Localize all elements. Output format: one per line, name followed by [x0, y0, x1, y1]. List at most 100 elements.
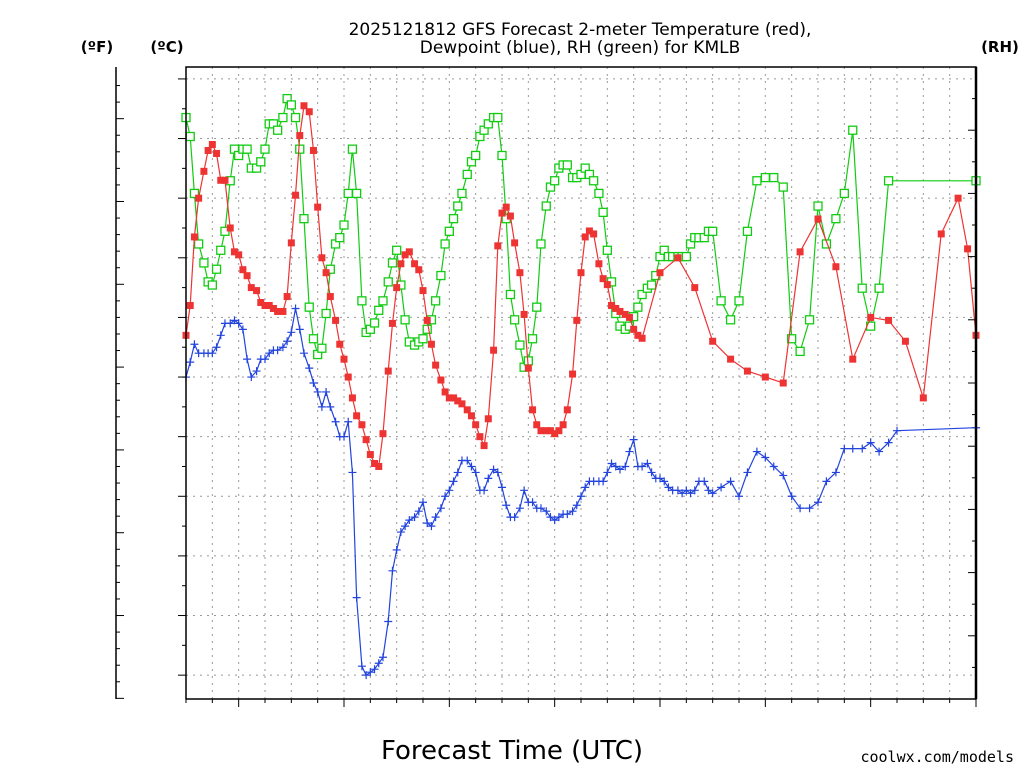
temperature-point — [340, 355, 348, 363]
dewpoint-series — [182, 304, 980, 680]
dewpoint-point — [638, 462, 647, 471]
relative-humidity-point — [637, 289, 647, 300]
temperature-point — [358, 421, 366, 429]
dewpoint-point — [822, 477, 831, 486]
relative-humidity-point — [351, 188, 362, 199]
relative-humidity-point — [509, 315, 520, 325]
relative-humidity-point — [278, 112, 288, 123]
relative-humidity-point — [831, 214, 841, 224]
temperature-point — [375, 462, 383, 470]
dewpoint-point — [366, 668, 375, 677]
dewpoint-point — [787, 492, 796, 501]
temperature-point — [520, 310, 528, 318]
temperature-point — [314, 203, 322, 211]
relative-humidity-point — [536, 239, 546, 249]
dewpoint-point — [238, 325, 247, 334]
dewpoint-point — [352, 593, 361, 602]
dewpoint-point — [550, 516, 559, 525]
relative-humidity-point — [769, 172, 779, 183]
dewpoint-point — [735, 492, 743, 501]
temperature-point — [217, 176, 225, 184]
temperature-point — [441, 388, 449, 396]
temperature-point — [186, 301, 194, 309]
temperature-point — [405, 248, 413, 256]
temperature-point — [415, 266, 423, 274]
temperature-point — [445, 394, 453, 402]
dewpoint-point — [493, 468, 502, 477]
temperature-point — [384, 367, 392, 375]
relative-humidity-point — [588, 176, 599, 186]
relative-humidity-point — [839, 188, 849, 199]
dewpoint-point — [629, 435, 638, 444]
temperature-point — [305, 108, 313, 116]
dewpoint-point — [528, 498, 537, 507]
temperature-point — [551, 430, 559, 438]
dewpoint-point — [704, 486, 713, 495]
relative-humidity-point — [207, 280, 217, 290]
relative-humidity-point — [778, 182, 788, 192]
temperature-point — [269, 304, 277, 312]
dewpoint-point — [875, 447, 884, 456]
dewpoint-point — [463, 456, 472, 465]
dewpoint-point — [554, 513, 563, 522]
temperature-point — [559, 421, 567, 429]
temperature-point — [463, 406, 471, 414]
dewpoint-point — [769, 462, 778, 471]
relative-humidity-point — [383, 277, 393, 287]
gridlines — [185, 67, 977, 699]
relative-humidity-point — [290, 112, 301, 123]
dewpoint-point — [611, 462, 620, 471]
dewpoint-point — [546, 513, 555, 522]
dewpoint-point — [357, 662, 366, 671]
relative-humidity-point — [185, 131, 195, 142]
dewpoint-point — [247, 373, 256, 382]
temperature-point — [796, 248, 804, 256]
temperature-point — [458, 400, 466, 408]
temperature-point — [954, 194, 962, 202]
relative-humidity-point — [304, 302, 314, 312]
relative-humidity-point — [497, 150, 507, 161]
series-layer — [181, 93, 981, 680]
temperature-point — [498, 209, 506, 217]
temperature-point — [279, 307, 287, 315]
dewpoint-point — [401, 522, 410, 531]
dewpoint-point — [405, 516, 414, 525]
temperature-point — [638, 334, 646, 342]
dewpoint-point — [848, 444, 857, 453]
temperature-point — [524, 364, 532, 372]
relative-humidity-point — [422, 324, 432, 334]
temperature-point — [366, 451, 374, 459]
dewpoint-point — [489, 465, 498, 474]
temperature-point — [621, 310, 629, 318]
temperature-point — [247, 284, 255, 292]
temperature-point — [190, 233, 198, 241]
dewpoint-point — [884, 438, 893, 447]
dewpoint-point — [726, 477, 735, 486]
dewpoint-point — [660, 477, 669, 486]
dewpoint-point — [796, 504, 805, 513]
dewpoint-point — [581, 483, 590, 492]
dewpoint-point — [322, 387, 331, 396]
dewpoint-point — [700, 477, 709, 486]
dewpoint-point — [536, 504, 545, 513]
temperature-point — [344, 373, 352, 381]
temperature-point — [901, 337, 909, 345]
temperature-point — [423, 316, 431, 324]
temperature-point — [563, 406, 571, 414]
dewpoint-point — [449, 477, 458, 486]
temperature-point — [634, 331, 642, 339]
temperature-point — [388, 319, 396, 327]
relative-humidity-point — [308, 334, 319, 344]
dewpoint-point — [374, 659, 383, 668]
temperature-point — [296, 132, 304, 140]
temperature-point — [814, 215, 822, 223]
temperature-point — [322, 269, 330, 277]
temperature-point — [599, 275, 607, 283]
dewpoint-point — [502, 501, 511, 510]
dewpoint-point — [686, 489, 695, 498]
dewpoint-point — [568, 507, 577, 516]
relative-humidity-point — [211, 264, 222, 274]
relative-humidity-point — [708, 226, 718, 236]
temperature-point — [401, 251, 409, 259]
